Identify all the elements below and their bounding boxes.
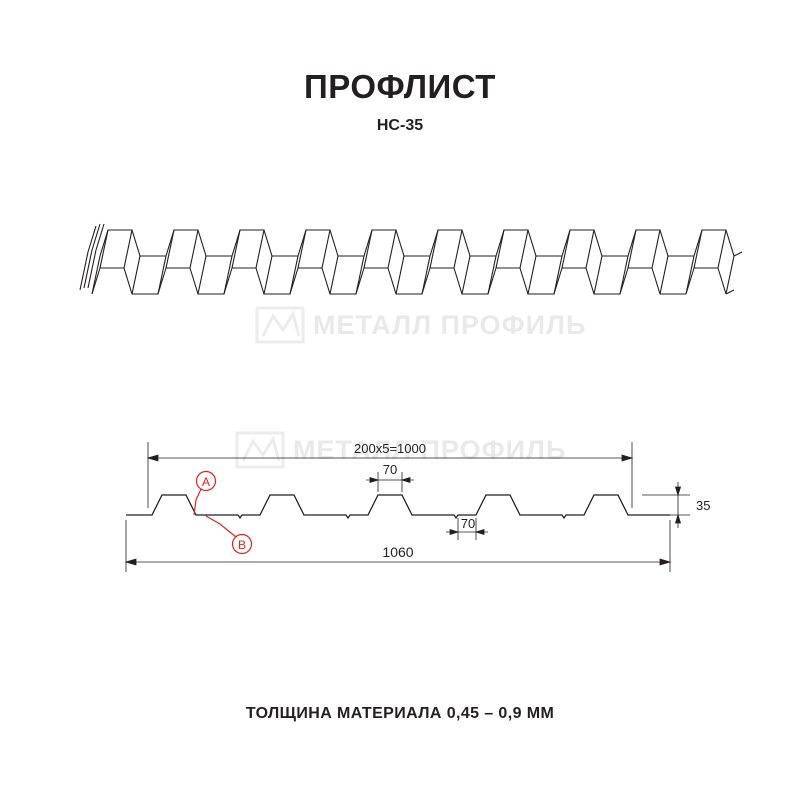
callout-b: B xyxy=(205,515,253,555)
callout-a-label: A xyxy=(202,475,210,489)
dimension-rib-bottom: 70 xyxy=(461,516,475,531)
page-title: ПРОФЛИСТ xyxy=(304,68,496,105)
material-thickness-note: ТОЛЩИНА МАТЕРИАЛА 0,45 – 0,9 ММ xyxy=(245,705,555,722)
dimension-height: 35 xyxy=(696,498,710,513)
dimension-rib-top: 70 xyxy=(383,462,397,477)
dimension-total-width: 1060 xyxy=(382,544,413,560)
profile-code: НС-35 xyxy=(376,117,424,134)
cross-section-view: 200х5=1000 70 70 xyxy=(90,420,730,620)
isometric-sheet-view xyxy=(70,190,750,350)
callout-a: A xyxy=(193,470,217,516)
dimension-top-span: 200х5=1000 xyxy=(354,441,426,456)
callout-b-label: B xyxy=(238,538,246,552)
